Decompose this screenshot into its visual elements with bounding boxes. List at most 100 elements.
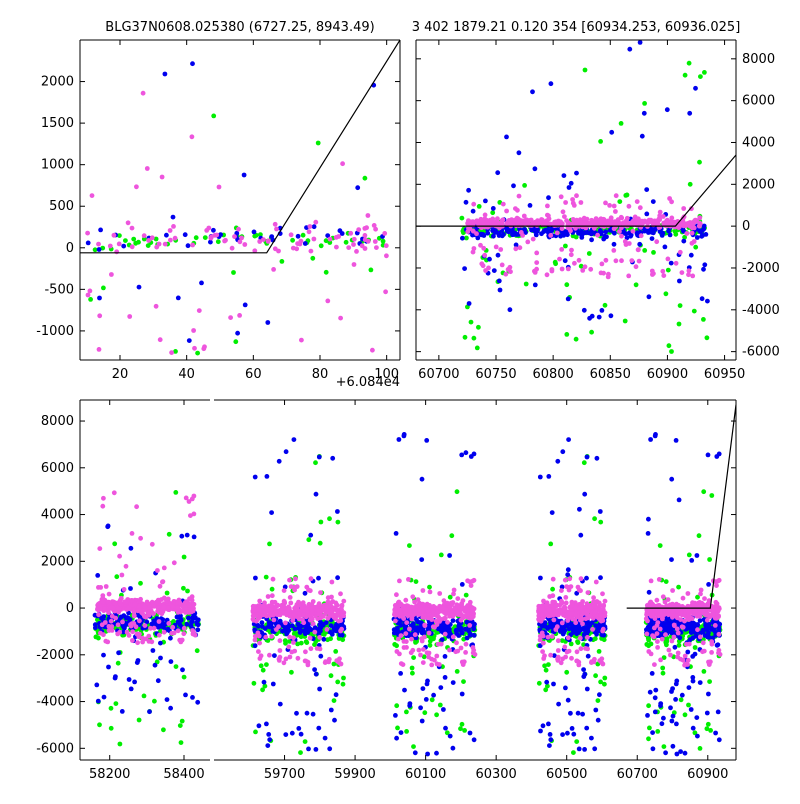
bottom-b-cluster2-pink-point: [559, 588, 564, 593]
top-left-pink-point: [334, 245, 339, 250]
top-right-green-point: [472, 336, 477, 341]
bottom-b-cluster0-blue-point: [314, 747, 319, 752]
bottom-b-cluster0-green-point: [303, 739, 308, 744]
top-left-pink-point: [190, 134, 195, 139]
bottom-b-cluster3-pink-point: [644, 616, 649, 621]
bottom-b-cluster2-blue-point: [584, 576, 589, 581]
top-right-blue-point: [460, 236, 465, 241]
bottom-b-cluster2-blue-point: [598, 509, 603, 514]
top-left-pink-point: [90, 193, 95, 198]
top-left-pink-point: [197, 308, 202, 313]
top-right-green-point: [564, 282, 569, 287]
top-right-blue-point: [566, 297, 571, 302]
bottom-b-cluster0-pink-point: [257, 599, 262, 604]
bottom-b-cluster3-blue-point: [651, 746, 656, 751]
bottom-b-cluster0-pink-point: [293, 614, 298, 619]
bottom-b-cluster1-blue-point: [471, 627, 476, 632]
bottom-b-cluster2-blue-point: [596, 718, 601, 723]
bottom-b-cluster2-blue-point: [575, 628, 580, 633]
top-left-pink-point: [261, 237, 266, 242]
bottom-a-pink-point: [107, 592, 112, 597]
bottom-b-cluster0-green-point: [341, 676, 346, 681]
bottom-a-pink-point: [130, 629, 135, 634]
bottom-b-cluster1-blue-point: [448, 734, 453, 739]
top-left-blue-series: [86, 61, 385, 343]
bottom-b-cluster1-pink-point: [472, 578, 477, 583]
top-left-pink-point: [114, 249, 119, 254]
top-left-pink-point: [351, 242, 356, 247]
bottom-b-cluster0-pink-point: [253, 638, 258, 643]
top-right-pink-point: [569, 252, 574, 257]
top-left-green-point: [381, 239, 386, 244]
bottom-b-cluster2-pink-point: [540, 631, 545, 636]
bottom-b-cluster1-pink-point: [434, 611, 439, 616]
top-right-blue-point: [549, 81, 554, 86]
bottom-b-cluster3-green-point: [709, 493, 714, 498]
bottom-b-cluster3-pink-point: [655, 623, 660, 628]
bottom-b-cluster1-green-point: [404, 729, 409, 734]
top-right-pink-point: [559, 194, 564, 199]
top-right-green-point: [701, 317, 706, 322]
bottom-b-cluster3-green-point: [693, 645, 698, 650]
bottom-b-cluster0-blue-point: [262, 680, 267, 685]
top-right-pink-point: [635, 199, 640, 204]
bottom-b-cluster0-pink-point: [329, 609, 334, 614]
bottom-b-cluster3-pink-point: [655, 598, 660, 603]
top-right-pink-point: [611, 248, 616, 253]
bottom-b-cluster3-blue-point: [669, 689, 674, 694]
bottom-a-pink-point: [118, 601, 123, 606]
bottom-a-blue-point: [179, 534, 184, 539]
top-left-pink-point: [362, 226, 367, 231]
bottom-a-pink-point: [96, 612, 101, 617]
bottom-b-cluster3-blue-point: [689, 707, 694, 712]
bottom-b-cluster3-pink-point: [648, 600, 653, 605]
bottom-b-cluster3-pink-point: [681, 596, 686, 601]
top-right-pink-point: [479, 220, 484, 225]
bottom-b-cluster1-pink-point: [404, 639, 409, 644]
bottom-b-cluster0-green-point: [270, 587, 275, 592]
top-right-blue-point: [669, 261, 674, 266]
top-right-pink-point: [634, 264, 639, 269]
bottom-b-cluster0-pink-point: [269, 603, 274, 608]
top-left-blue-point: [86, 241, 91, 246]
bottom-b-cluster2-pink-point: [598, 609, 603, 614]
bottom-a-blue-point: [147, 709, 152, 714]
bottom-a-blue-point: [102, 695, 107, 700]
bottom-b-cluster3-pink-point: [676, 651, 681, 656]
bottom-a-blue-point: [158, 641, 163, 646]
bottom-b-cluster1-blue-point: [468, 633, 473, 638]
bottom-b-cluster3-pink-point: [668, 653, 673, 658]
bottom-b-cluster3-pink-point: [717, 578, 722, 583]
bottom-b-cluster3-blue-point: [660, 721, 665, 726]
bottom-b-cluster0-pink-point: [278, 655, 283, 660]
top-left-pink-point: [274, 227, 279, 232]
bottom-b-cluster0-blue-point: [308, 533, 313, 538]
top-right-pink-point: [687, 268, 692, 273]
top-right-blue-point: [511, 183, 516, 188]
top-right-green-point: [683, 73, 688, 78]
top-left-x-tick-label: 100: [374, 367, 399, 382]
top-left-pink-point: [363, 246, 368, 251]
top-right-y-tick-label: 0: [742, 219, 750, 234]
bottom-b-cluster0-blue-point: [316, 726, 321, 731]
bottom-b-cluster2-blue-point: [565, 572, 570, 577]
top-left-pink-point: [169, 350, 174, 355]
bottom-a-pink-point: [130, 638, 135, 643]
bottom-a-blue-point: [190, 615, 195, 620]
bottom-a-blue-point: [129, 546, 134, 551]
top-right-pink-point: [500, 263, 505, 268]
top-right-blue-point: [533, 166, 538, 171]
bottom-b-cluster2-pink-point: [578, 636, 583, 641]
top-right-blue-point: [644, 212, 649, 217]
bottom-b-cluster0-pink-point: [297, 617, 302, 622]
top-left-pink-point: [223, 238, 228, 243]
bottom-a-blue-point: [183, 693, 188, 698]
bottom-a-pink-point: [182, 626, 187, 631]
bottom-b-cluster2-green-point: [597, 649, 602, 654]
bottom-b-cluster1-green-point: [434, 712, 439, 717]
bottom-b-cluster1-pink-point: [449, 601, 454, 606]
bottom-a-blue-point: [129, 687, 134, 692]
bottom-a-pink-point: [159, 611, 164, 616]
bottom-b-cluster3-blue-point: [706, 692, 711, 697]
top-left-pink-point: [273, 222, 278, 227]
